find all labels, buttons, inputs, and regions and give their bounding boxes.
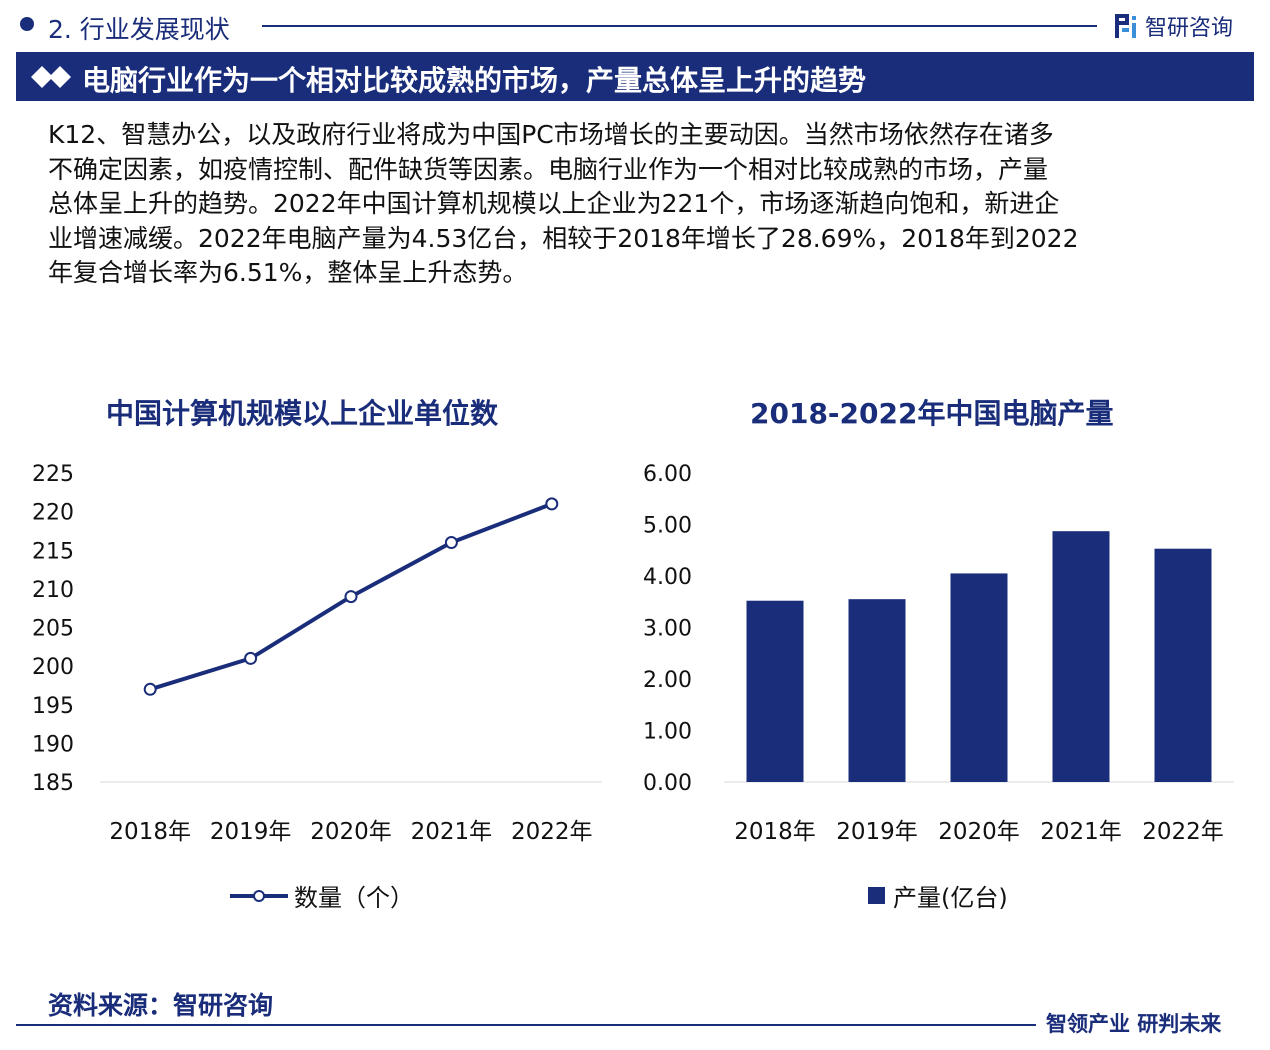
bar bbox=[950, 573, 1008, 782]
line-chart: 225 220 215 210 205 200 195 190 185 2018年 2019年 202… bbox=[32, 462, 602, 845]
intro-paragraph: K12、智慧办公，以及政府行业将成为中国PC市场增长的主要动因。当然市场依然存在… bbox=[48, 118, 1228, 291]
x-tick-label: 2019年 bbox=[210, 819, 292, 845]
y-tick-label: 210 bbox=[32, 578, 74, 603]
section-divider bbox=[262, 25, 1097, 27]
y-tick-label: 1.00 bbox=[643, 720, 692, 745]
x-tick-label: 2020年 bbox=[310, 819, 392, 845]
bar-chart-title: 2018-2022年中国电脑产量 bbox=[750, 397, 1114, 430]
x-tick-label: 2018年 bbox=[109, 819, 191, 845]
footer-divider bbox=[16, 1024, 1036, 1026]
bar-chart: 6.00 5.00 4.00 3.00 2.00 1.00 0.00 2018年 2019年 20… bbox=[643, 462, 1234, 845]
y-tick-label: 205 bbox=[32, 617, 74, 642]
y-tick-label: 215 bbox=[32, 539, 74, 564]
line-chart-title: 中国计算机规模以上企业单位数 bbox=[106, 397, 499, 430]
banner-title: 电脑行业作为一个相对比较成熟的市场，产量总体呈上升的趋势 bbox=[82, 64, 867, 97]
bar bbox=[1052, 531, 1110, 782]
x-tick-label: 2018年 bbox=[734, 819, 816, 845]
section-header: 2. 行业发展现状 智研咨询 bbox=[0, 0, 1270, 52]
y-tick-label: 0.00 bbox=[643, 771, 692, 796]
section-title: 2. 行业发展现状 bbox=[48, 15, 230, 44]
data-point bbox=[545, 497, 559, 511]
intro-line: K12、智慧办公，以及政府行业将成为中国PC市场增长的主要动因。当然市场依然存在… bbox=[48, 120, 1054, 149]
x-tick-label: 2022年 bbox=[1142, 819, 1224, 845]
data-point bbox=[244, 651, 258, 665]
y-tick-label: 2.00 bbox=[643, 668, 692, 693]
intro-line: 总体呈上升的趋势。2022年中国计算机规模以上企业为221个，市场逐渐趋向饱和，… bbox=[48, 189, 1060, 218]
y-tick-label: 3.00 bbox=[643, 617, 692, 642]
data-point bbox=[344, 590, 358, 604]
legend-label: 产量(亿台) bbox=[893, 884, 1008, 912]
y-tick-label: 220 bbox=[32, 501, 74, 526]
bar bbox=[848, 599, 906, 782]
x-tick-label: 2020年 bbox=[938, 819, 1020, 845]
bar bbox=[746, 600, 804, 782]
data-point bbox=[143, 682, 157, 696]
intro-line: 业增速减缓。2022年电脑产量为4.53亿台，相较于2018年增长了28.69%… bbox=[48, 223, 1079, 253]
legend-bar-swatch bbox=[868, 887, 885, 904]
y-tick-label: 185 bbox=[32, 771, 74, 796]
intro-line: 年复合增长率为6.51%，整体呈上升态势。 bbox=[48, 258, 528, 287]
brand-mark-icon bbox=[1115, 14, 1136, 38]
y-tick-label: 190 bbox=[32, 732, 74, 757]
source-note: 资料来源：智研咨询 bbox=[48, 991, 274, 1020]
y-tick-label: 195 bbox=[32, 694, 74, 719]
bar bbox=[1154, 548, 1212, 782]
section-bullet bbox=[20, 17, 34, 31]
legend-line-marker-icon bbox=[230, 889, 288, 902]
bar-chart-legend: 产量(亿台) bbox=[868, 878, 1008, 913]
x-tick-label: 2022年 bbox=[511, 819, 593, 845]
brand-name: 智研咨询 bbox=[1145, 16, 1234, 41]
diamond-icon bbox=[31, 66, 71, 88]
y-tick-label: 6.00 bbox=[643, 462, 692, 487]
intro-line: 不确定因素，如疫情控制、配件缺货等因素。电脑行业作为一个相对比较成熟的市场，产量 bbox=[48, 154, 1049, 184]
y-tick-label: 225 bbox=[32, 462, 74, 487]
brand-logo: 智研咨询 bbox=[1115, 10, 1233, 42]
y-tick-label: 5.00 bbox=[643, 514, 692, 539]
x-tick-label: 2019年 bbox=[836, 819, 918, 845]
slogan: 智领产业 研判未来 bbox=[1046, 1012, 1222, 1036]
x-tick-label: 2021年 bbox=[1040, 819, 1122, 845]
line-chart-legend: 数量（个） bbox=[230, 878, 414, 913]
title-banner: 电脑行业作为一个相对比较成熟的市场，产量总体呈上升的趋势 bbox=[16, 52, 1254, 101]
y-tick-label: 4.00 bbox=[643, 565, 692, 590]
legend-label: 数量（个） bbox=[294, 884, 414, 912]
x-tick-label: 2021年 bbox=[411, 819, 493, 845]
y-tick-label: 200 bbox=[32, 655, 74, 680]
data-point bbox=[444, 536, 458, 550]
